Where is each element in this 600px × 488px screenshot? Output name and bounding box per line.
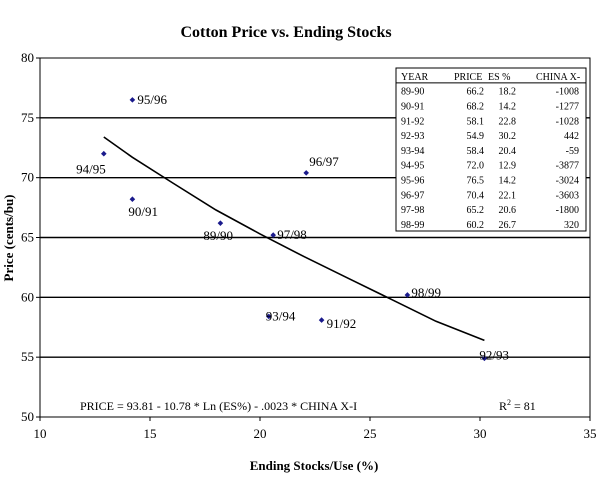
data-table-cell: -59 bbox=[566, 146, 579, 157]
data-table-cell: 93-94 bbox=[401, 146, 424, 157]
data-table-cell: -1008 bbox=[556, 87, 579, 98]
data-point-label: 94/95 bbox=[76, 162, 106, 177]
y-tick-label: 60 bbox=[21, 289, 34, 304]
data-point-label: 91/92 bbox=[327, 316, 357, 331]
y-tick-label: 80 bbox=[21, 50, 34, 65]
data-point-label: 93/94 bbox=[266, 308, 296, 323]
data-table-cell: -3877 bbox=[556, 161, 579, 172]
data-table-cell: 89-90 bbox=[401, 87, 424, 98]
data-table-cell: 18.2 bbox=[499, 87, 517, 98]
data-table-cell: 72.0 bbox=[467, 161, 485, 172]
x-tick-label: 30 bbox=[474, 426, 487, 441]
data-table-cell: 76.5 bbox=[467, 176, 485, 187]
data-point-label: 98/99 bbox=[411, 285, 441, 300]
r-squared-annotation: R2 = 81 bbox=[499, 398, 536, 413]
data-table-cell: 12.9 bbox=[499, 161, 517, 172]
data-table-header-cell: YEAR bbox=[401, 72, 429, 83]
data-table-cell: -3024 bbox=[556, 176, 579, 187]
data-point-label: 97/98 bbox=[277, 227, 307, 242]
y-axis-title: Price (cents/bu) bbox=[1, 194, 16, 281]
data-point bbox=[404, 292, 411, 298]
data-table-cell: 14.2 bbox=[499, 101, 517, 112]
data-point-label: 90/91 bbox=[128, 204, 158, 219]
data-table-cell: 22.8 bbox=[499, 116, 517, 127]
x-axis-title: Ending Stocks/Use (%) bbox=[250, 458, 379, 473]
data-table-header-cell: PRICE bbox=[454, 72, 482, 83]
y-tick-label: 70 bbox=[21, 170, 34, 185]
x-tick-label: 15 bbox=[144, 426, 157, 441]
data-table-cell: 58.1 bbox=[467, 116, 485, 127]
data-table-header-cell: ES % bbox=[488, 72, 511, 83]
y-tick-label: 50 bbox=[21, 409, 34, 424]
chart-title: Cotton Price vs. Ending Stocks bbox=[180, 24, 391, 41]
data-table-cell: 97-98 bbox=[401, 205, 424, 216]
data-table-cell: 70.4 bbox=[467, 190, 485, 201]
data-table-cell: 90-91 bbox=[401, 101, 424, 112]
data-table-cell: 20.6 bbox=[499, 205, 517, 216]
data-table-cell: 442 bbox=[564, 131, 579, 142]
data-table-box bbox=[395, 67, 587, 232]
data-table-cell: 65.2 bbox=[467, 205, 485, 216]
data-table-cell: 58.4 bbox=[467, 146, 485, 157]
data-table-cell: 26.7 bbox=[499, 220, 517, 231]
data-table-cell: 91-92 bbox=[401, 116, 424, 127]
data-table-cell: 60.2 bbox=[467, 220, 485, 231]
data-table-cell: 14.2 bbox=[499, 176, 517, 187]
x-tick-label: 35 bbox=[584, 426, 597, 441]
data-point bbox=[217, 220, 224, 226]
data-table-cell: 98-99 bbox=[401, 220, 424, 231]
data-table-cell: -1028 bbox=[556, 116, 579, 127]
data-point bbox=[481, 355, 488, 362]
data-table-cell: -3603 bbox=[556, 190, 579, 201]
y-tick-label: 65 bbox=[21, 230, 34, 245]
data-point bbox=[318, 317, 325, 323]
data-table-cell: -1277 bbox=[556, 101, 579, 112]
data-table-header-cell: CHINA X- bbox=[536, 72, 580, 83]
data-point bbox=[129, 196, 136, 203]
data-point bbox=[303, 170, 309, 176]
x-tick-label: 20 bbox=[254, 426, 267, 441]
data-point bbox=[101, 150, 107, 157]
data-table-cell: 95-96 bbox=[401, 176, 424, 187]
data-table-cell: 20.4 bbox=[499, 146, 517, 157]
data-table-cell: 96-97 bbox=[401, 190, 424, 201]
regression-equation: PRICE = 93.81 - 10.78 * Ln (ES%) - .0023… bbox=[80, 399, 357, 413]
data-table-cell: 68.2 bbox=[467, 101, 485, 112]
data-point bbox=[270, 232, 276, 238]
data-point-label: 96/97 bbox=[309, 154, 339, 169]
data-table-cell: 30.2 bbox=[499, 131, 517, 142]
x-tick-label: 25 bbox=[364, 426, 377, 441]
x-tick-label: 10 bbox=[34, 426, 47, 441]
data-table-cell: 22.1 bbox=[499, 190, 517, 201]
data-table-cell: 92-93 bbox=[401, 131, 424, 142]
data-point-label: 89/90 bbox=[203, 228, 233, 243]
data-point bbox=[129, 97, 136, 103]
y-tick-label: 75 bbox=[21, 110, 34, 125]
data-point-label: 95/96 bbox=[137, 92, 167, 107]
data-table-cell: 320 bbox=[564, 220, 579, 231]
data-table-cell: 54.9 bbox=[467, 131, 485, 142]
data-table-cell: 66.2 bbox=[467, 87, 485, 98]
data-table-cell: -1800 bbox=[556, 205, 579, 216]
y-tick-label: 55 bbox=[21, 349, 34, 364]
plot-area: 50 55 60 65 70 75 80 10 15 20 25 30 35 YEAR PRICE ES % C… bbox=[21, 50, 597, 441]
data-point bbox=[266, 313, 272, 320]
trend-curve bbox=[103, 136, 485, 342]
data-point-label: 92/93 bbox=[479, 347, 509, 362]
data-table-cell: 94-95 bbox=[401, 161, 424, 172]
